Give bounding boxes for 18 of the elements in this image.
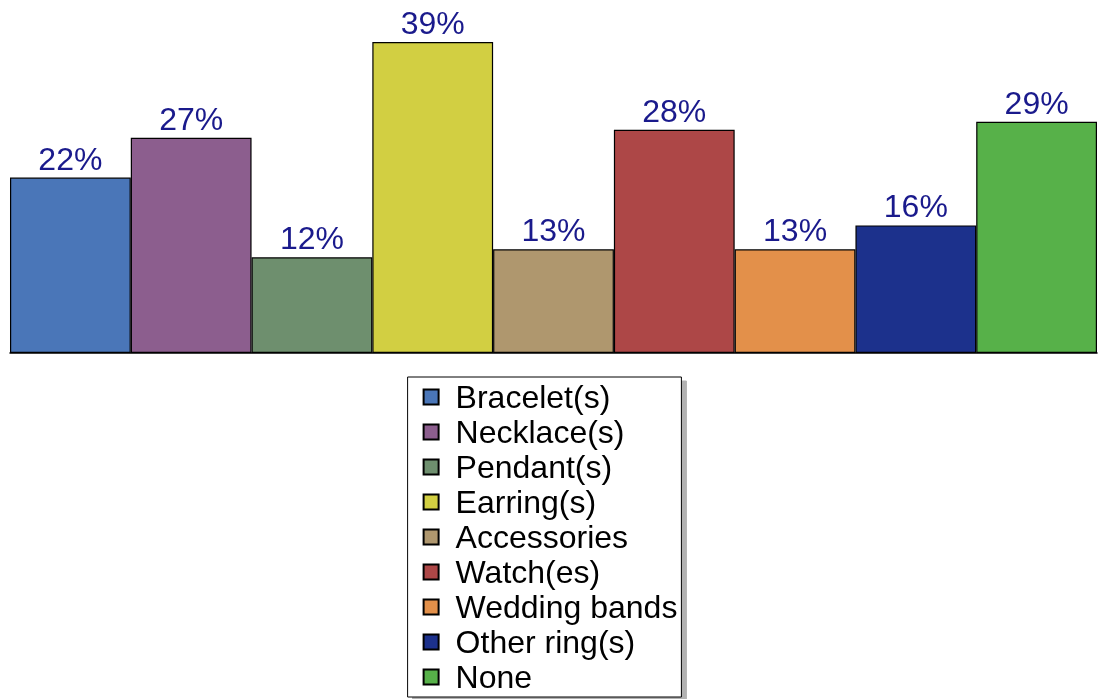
data-label: 27%	[159, 100, 224, 137]
data-label: 13%	[521, 212, 586, 249]
legend-label: Bracelet(s)	[455, 379, 611, 415]
data-label: 16%	[883, 188, 948, 225]
legend-label: Pendant(s)	[455, 449, 613, 485]
data-label: 12%	[279, 220, 344, 257]
data-label: 22%	[38, 140, 103, 177]
data-label: 29%	[1004, 84, 1069, 121]
legend-label: Earring(s)	[455, 484, 597, 520]
legend-label: None	[455, 659, 533, 695]
legend-label: Other ring(s)	[455, 624, 636, 660]
legend-label: Wedding bands	[455, 589, 678, 625]
data-label: 39%	[400, 5, 465, 41]
legend-label: Accessories	[455, 519, 629, 555]
data-label: 13%	[763, 212, 828, 249]
legend-label: Necklace(s)	[455, 414, 625, 450]
legend-label: Watch(es)	[455, 554, 601, 590]
data-label: 28%	[642, 92, 707, 129]
